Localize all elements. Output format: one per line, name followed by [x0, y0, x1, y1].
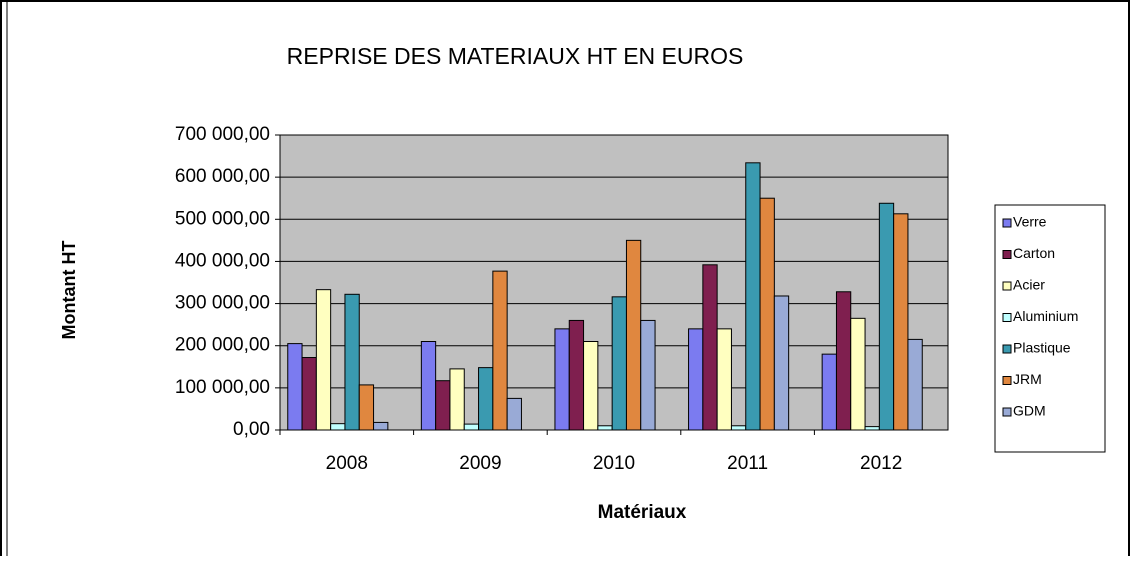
- bar: [554, 328, 570, 431]
- y-tick-label: 0,00: [233, 419, 270, 440]
- bar: [568, 319, 585, 431]
- bar: [330, 423, 346, 431]
- bar: [773, 295, 790, 431]
- y-tick-label: 400 000,00: [175, 250, 270, 271]
- x-tick-label: 2012: [860, 453, 902, 474]
- bar: [745, 162, 761, 431]
- bar: [506, 397, 522, 431]
- bar: [301, 357, 317, 431]
- legend-key: [1002, 407, 1012, 417]
- bar: [907, 338, 923, 431]
- chart-title: REPRISE DES MATERIAUX HT EN EUROS: [287, 43, 744, 69]
- x-axis-label: Matériaux: [598, 502, 687, 523]
- bar: [850, 317, 866, 431]
- legend-label: JRM: [1013, 371, 1042, 387]
- bar: [611, 296, 627, 431]
- legend-key: [1002, 281, 1012, 291]
- legend-label: Acier: [1013, 277, 1045, 293]
- legend-key: [1002, 218, 1012, 228]
- legend-box: [994, 204, 1106, 453]
- bar: [420, 341, 437, 431]
- bar: [835, 291, 852, 431]
- bar: [821, 353, 837, 431]
- y-tick-label: 200 000,00: [175, 335, 270, 356]
- y-axis-label: Montant HT: [59, 241, 79, 340]
- legend-key: [1002, 250, 1012, 259]
- bar: [478, 367, 494, 431]
- bar: [315, 289, 332, 431]
- legend-key: [1002, 344, 1012, 354]
- y-tick-label: 700 000,00: [175, 124, 270, 145]
- x-tick-label: 2008: [326, 453, 368, 474]
- legend-label: Plastique: [1013, 340, 1071, 356]
- legend-label: Carton: [1013, 245, 1055, 261]
- bar: [344, 293, 360, 431]
- bar: [878, 202, 895, 431]
- bar: [449, 368, 465, 431]
- bar: [864, 426, 880, 431]
- legend-label: GDM: [1013, 403, 1046, 419]
- bar: [373, 421, 389, 431]
- bar: [358, 384, 375, 431]
- legend-label: Verre: [1013, 214, 1047, 230]
- bar: [893, 213, 909, 431]
- y-tick-label: 500 000,00: [175, 208, 270, 229]
- bar: [702, 264, 718, 431]
- x-tick-label: 2011: [727, 453, 768, 474]
- bar: [688, 328, 704, 431]
- bar: [759, 197, 775, 431]
- bar: [730, 425, 747, 431]
- bar: [583, 341, 599, 431]
- x-tick-label: 2010: [593, 453, 635, 474]
- x-tick-label: 2009: [459, 453, 501, 474]
- bar: [716, 328, 732, 431]
- y-tick-label: 600 000,00: [175, 166, 270, 187]
- legend-label: Aluminium: [1013, 308, 1078, 324]
- bar: [435, 380, 451, 431]
- bar: [287, 343, 303, 431]
- legend-key: [1002, 313, 1012, 322]
- bar: [492, 270, 508, 431]
- legend-key: [1002, 376, 1012, 385]
- bar: [463, 423, 480, 431]
- y-tick-label: 300 000,00: [175, 293, 270, 314]
- bar: [625, 239, 642, 431]
- bar: [597, 425, 613, 431]
- bar: [640, 319, 656, 431]
- y-tick-label: 100 000,00: [175, 377, 270, 398]
